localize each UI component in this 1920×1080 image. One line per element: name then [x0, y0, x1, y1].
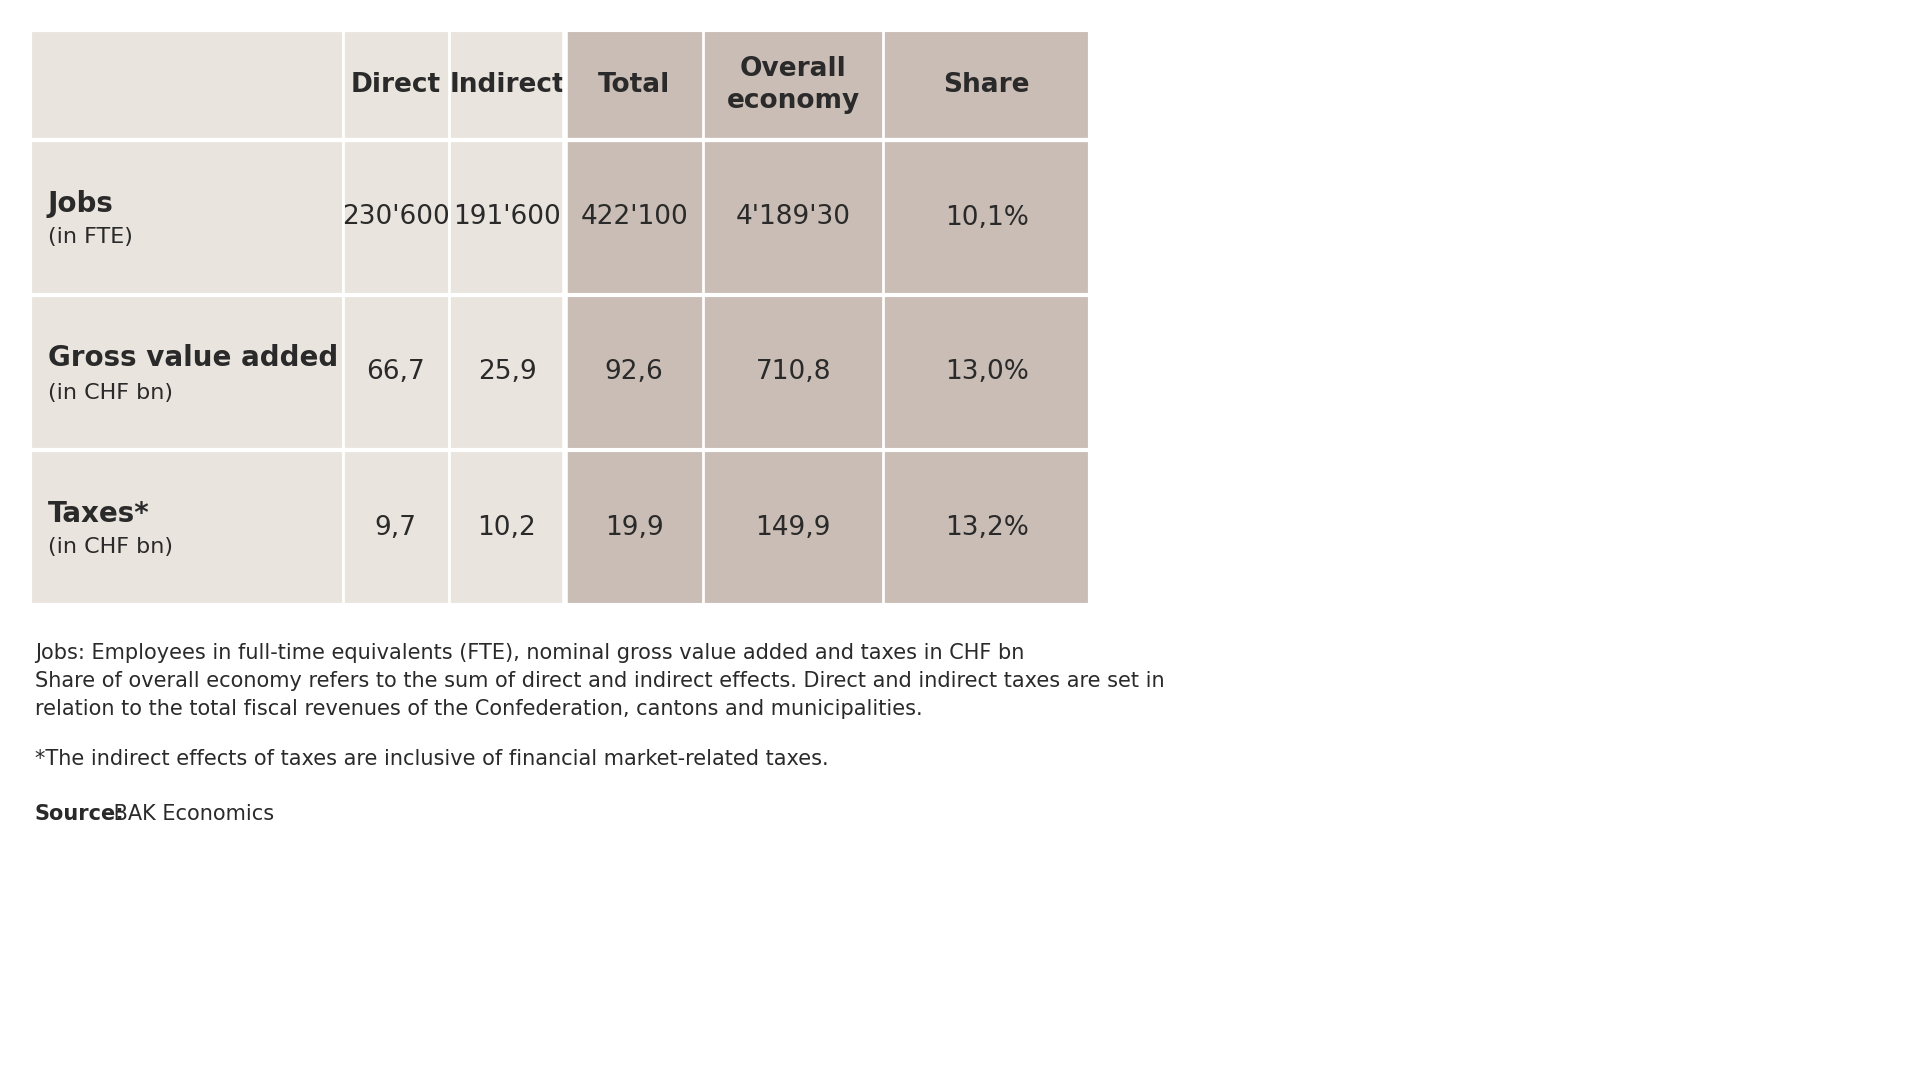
Text: Overall
economy: Overall economy: [726, 56, 860, 114]
Text: *The indirect effects of taxes are inclusive of financial market-related taxes.: *The indirect effects of taxes are inclu…: [35, 750, 829, 769]
Text: Indirect: Indirect: [449, 72, 564, 98]
Bar: [449, 140, 564, 295]
Text: 13,2%: 13,2%: [945, 514, 1029, 540]
Text: Jobs: Jobs: [48, 189, 113, 217]
Text: 149,9: 149,9: [755, 514, 831, 540]
Text: BAK Economics: BAK Economics: [108, 804, 275, 824]
Text: 19,9: 19,9: [605, 514, 664, 540]
Bar: [703, 30, 883, 140]
Text: 422'100: 422'100: [580, 204, 687, 230]
Text: 230'600: 230'600: [342, 204, 449, 230]
Text: 710,8: 710,8: [755, 360, 831, 386]
Text: 25,9: 25,9: [478, 360, 536, 386]
Bar: [883, 450, 1091, 605]
Bar: [564, 450, 703, 605]
Bar: [342, 295, 449, 450]
Text: 10,1%: 10,1%: [945, 204, 1029, 230]
Bar: [449, 295, 564, 450]
Bar: [883, 140, 1091, 295]
Text: 13,0%: 13,0%: [945, 360, 1029, 386]
Bar: [449, 450, 564, 605]
Bar: [31, 295, 342, 450]
Bar: [342, 30, 449, 140]
Text: Direct: Direct: [351, 72, 442, 98]
Text: Gross value added: Gross value added: [48, 345, 338, 373]
Bar: [31, 450, 342, 605]
Text: (in FTE): (in FTE): [48, 228, 132, 247]
Text: (in CHF bn): (in CHF bn): [48, 382, 173, 403]
Text: 66,7: 66,7: [367, 360, 424, 386]
Bar: [703, 295, 883, 450]
Text: Source:: Source:: [35, 804, 125, 824]
Bar: [703, 450, 883, 605]
Text: relation to the total fiscal revenues of the Confederation, cantons and municipa: relation to the total fiscal revenues of…: [35, 699, 924, 719]
Bar: [342, 140, 449, 295]
Text: Share of overall economy refers to the sum of direct and indirect effects. Direc: Share of overall economy refers to the s…: [35, 671, 1165, 691]
Text: 9,7: 9,7: [374, 514, 417, 540]
Bar: [564, 295, 703, 450]
Text: 191'600: 191'600: [453, 204, 561, 230]
Bar: [449, 30, 564, 140]
Text: Total: Total: [597, 72, 670, 98]
Text: 4'189'30: 4'189'30: [735, 204, 851, 230]
Bar: [883, 295, 1091, 450]
Text: Jobs: Employees in full-time equivalents (FTE), nominal gross value added and ta: Jobs: Employees in full-time equivalents…: [35, 643, 1025, 663]
Bar: [31, 140, 342, 295]
Text: 10,2: 10,2: [478, 514, 536, 540]
Bar: [703, 140, 883, 295]
Bar: [883, 30, 1091, 140]
Bar: [564, 30, 703, 140]
Text: 92,6: 92,6: [605, 360, 664, 386]
Text: Taxes*: Taxes*: [48, 499, 150, 527]
Bar: [564, 140, 703, 295]
Bar: [31, 30, 342, 140]
Bar: [342, 450, 449, 605]
Text: (in CHF bn): (in CHF bn): [48, 538, 173, 557]
Text: Share: Share: [943, 72, 1029, 98]
